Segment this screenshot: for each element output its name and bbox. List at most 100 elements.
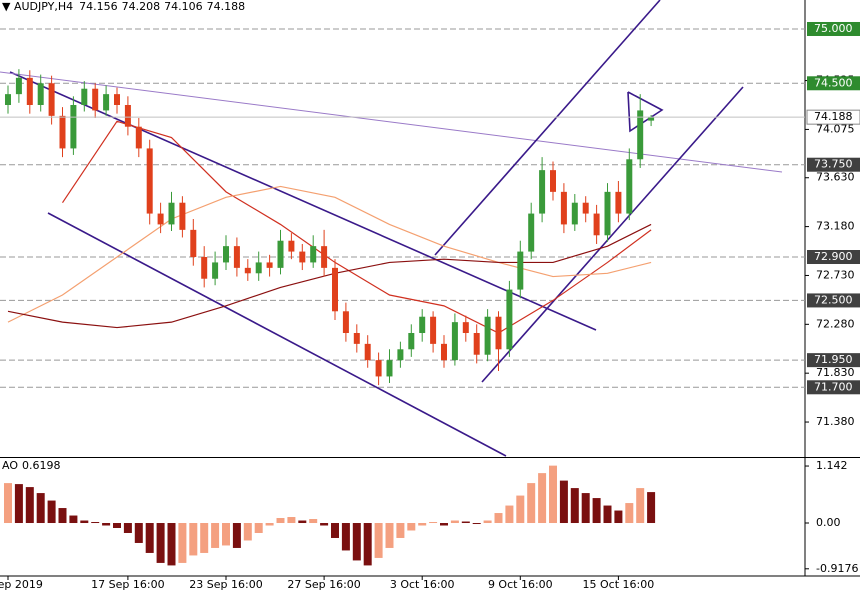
x-tick-label: 17 Sep 16:00	[91, 578, 164, 591]
candle-body	[496, 317, 502, 350]
ao-bar	[320, 523, 328, 525]
ao-bar	[505, 506, 513, 523]
candle-body	[234, 246, 240, 268]
ao-bar	[571, 488, 579, 523]
candle-body	[267, 262, 273, 267]
ao-bar	[614, 511, 622, 523]
candle-body	[288, 241, 294, 252]
ao-bar	[178, 523, 186, 563]
ao-bar	[375, 523, 383, 558]
y-tick-label: 73.630	[816, 171, 855, 184]
ao-bar	[353, 523, 361, 560]
ao-bar	[255, 523, 263, 533]
candle-body	[452, 322, 458, 360]
ao-bar	[124, 523, 132, 533]
ao-bar	[516, 496, 524, 523]
ao-bar	[157, 523, 165, 563]
x-tick-label: 27 Sep 16:00	[287, 578, 360, 591]
ao-bar	[222, 523, 230, 545]
candle-body	[38, 83, 44, 105]
ao-bar	[593, 498, 601, 523]
ao-bar	[211, 523, 219, 548]
ao-bar	[135, 523, 143, 543]
ao-bar	[407, 523, 415, 530]
y-tick-label: -0.9176	[816, 562, 858, 575]
level-label: 72.900	[814, 250, 853, 263]
candle-body	[605, 192, 611, 235]
ao-bar	[364, 523, 372, 565]
ao-bar	[26, 487, 34, 523]
candle-body	[430, 317, 436, 344]
level-label: 73.750	[814, 158, 853, 171]
candle-body	[201, 257, 207, 279]
candle-body	[637, 110, 643, 159]
candle-body	[256, 262, 262, 273]
candle-body	[441, 344, 447, 360]
candle-body	[615, 192, 621, 214]
candle-body	[572, 203, 578, 225]
ao-bar	[4, 483, 12, 523]
candle-body	[158, 214, 164, 225]
ao-bar	[386, 523, 394, 548]
y-tick-label: 71.380	[816, 415, 855, 428]
candle-body	[125, 105, 131, 127]
candle-body	[648, 117, 654, 120]
x-tick-label: 3 Oct 16:00	[390, 578, 455, 591]
y-tick-label: 73.180	[816, 220, 855, 233]
ao-bar	[331, 523, 339, 538]
ao-bar	[233, 523, 241, 548]
ao-bar	[451, 521, 459, 523]
ao-bar	[462, 522, 470, 523]
level-label: 74.500	[814, 76, 853, 89]
candle-body	[583, 203, 589, 214]
ao-bar	[287, 517, 295, 523]
candle-body	[114, 94, 120, 105]
candle-body	[343, 311, 349, 333]
ao-bar	[342, 523, 350, 550]
ao-bar	[266, 523, 274, 525]
candle-body	[561, 192, 567, 225]
candle-body	[179, 203, 185, 230]
ao-bar	[146, 523, 154, 553]
candle-body	[528, 214, 534, 252]
y-tick-label: 0.00	[816, 516, 841, 529]
candle-body	[278, 241, 284, 268]
candle-body	[474, 333, 480, 355]
ao-bar	[113, 523, 121, 528]
x-tick-label: 9 Oct 16:00	[488, 578, 553, 591]
ao-bar	[37, 493, 45, 523]
ao-bar	[277, 518, 285, 523]
y-tick-label: 72.280	[816, 317, 855, 330]
candle-body	[463, 322, 469, 333]
candle-body	[517, 252, 523, 290]
x-tick-label: 23 Sep 16:00	[189, 578, 262, 591]
ao-bar	[418, 523, 426, 525]
candle-body	[408, 333, 414, 349]
candle-body	[594, 214, 600, 236]
ao-bar	[484, 521, 492, 523]
candle-body	[321, 246, 327, 268]
candle-body	[92, 89, 98, 111]
candle-body	[376, 360, 382, 376]
y-tick-label: 1.142	[816, 459, 848, 472]
level-label: 75.000	[814, 22, 853, 35]
ao-bar	[440, 523, 448, 525]
candle-body	[245, 268, 251, 273]
y-tick-label: 71.830	[816, 366, 855, 379]
ao-bar	[527, 483, 535, 523]
candle-body	[49, 83, 55, 116]
ao-bar	[15, 484, 23, 523]
ao-bar	[636, 488, 644, 523]
candle-body	[365, 344, 371, 360]
ao-bar	[80, 521, 88, 523]
ao-header: AO0.6198	[2, 459, 61, 472]
candle-body	[539, 170, 545, 213]
ao-bar	[429, 522, 437, 523]
x-tick-label: 15 Oct 16:00	[583, 578, 655, 591]
ao-bar	[582, 493, 590, 523]
candle-body	[60, 116, 66, 149]
candle-body	[485, 317, 491, 355]
candle-body	[387, 360, 393, 376]
ao-bar	[91, 522, 99, 523]
ao-bar	[298, 521, 306, 523]
